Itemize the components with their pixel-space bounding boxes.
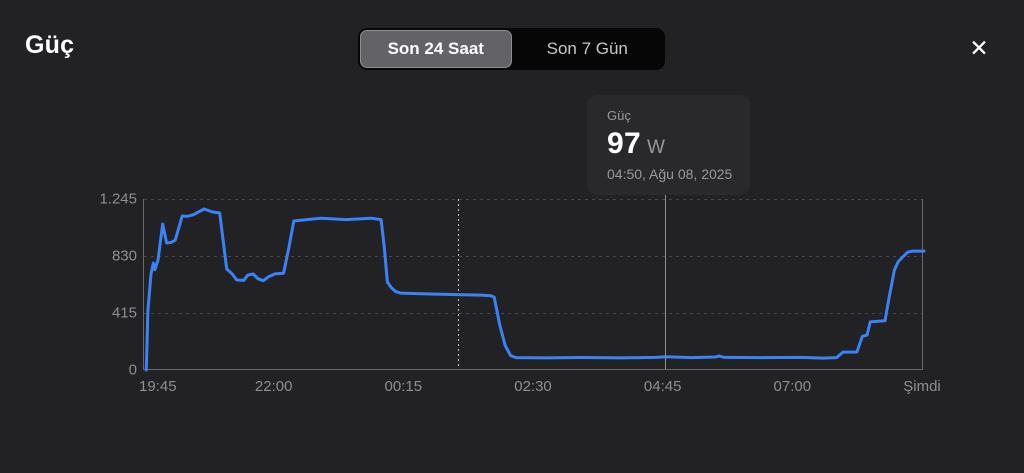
gridline-830: [144, 256, 922, 257]
gridline-415: [144, 313, 922, 314]
page-title: Güç: [25, 31, 75, 59]
x-axis-label: Şimdi: [903, 378, 941, 395]
value-tooltip: Güç 97 W 04:50, Ağu 08, 2025: [587, 95, 750, 195]
tooltip-label: Güç: [607, 108, 631, 123]
power-line-svg: [144, 207, 926, 372]
tooltip-value: 97: [607, 127, 641, 160]
power-chart-plot-area[interactable]: 19:45 22:00 00:15 02:30 04:45 07:00 Şimd…: [139, 195, 941, 395]
close-button[interactable]: ✕: [964, 33, 994, 63]
selection-scrubber-line[interactable]: [665, 195, 667, 369]
gridline-1245: [144, 199, 922, 200]
close-icon: ✕: [969, 34, 989, 61]
segment-son-7-gun[interactable]: Son 7 Gün: [546, 39, 628, 58]
x-axis-label: 19:45: [139, 378, 177, 395]
x-axis-label: 07:00: [773, 378, 812, 395]
tooltip-unit: W: [646, 137, 665, 158]
tooltip-value-row: 97 W: [607, 127, 732, 161]
y-axis-label: 1.245: [99, 190, 137, 208]
y-axis-label: 415: [111, 304, 137, 322]
dashed-time-marker: [457, 199, 459, 369]
time-range-segmented-control: Son 24 Saat Son 7 Gün: [358, 28, 665, 70]
x-axis-label: 04:45: [643, 378, 682, 395]
y-axis-label: 0: [128, 361, 137, 379]
segment-son-24-saat[interactable]: Son 24 Saat: [360, 30, 512, 68]
x-axis-label: 00:15: [384, 378, 423, 395]
x-axis-label: 02:30: [514, 378, 552, 395]
x-axis-label: 22:00: [254, 378, 293, 395]
power-line: [144, 207, 926, 372]
y-axis-label: 830: [111, 247, 137, 265]
tooltip-timestamp: 04:50, Ağu 08, 2025: [607, 166, 733, 182]
